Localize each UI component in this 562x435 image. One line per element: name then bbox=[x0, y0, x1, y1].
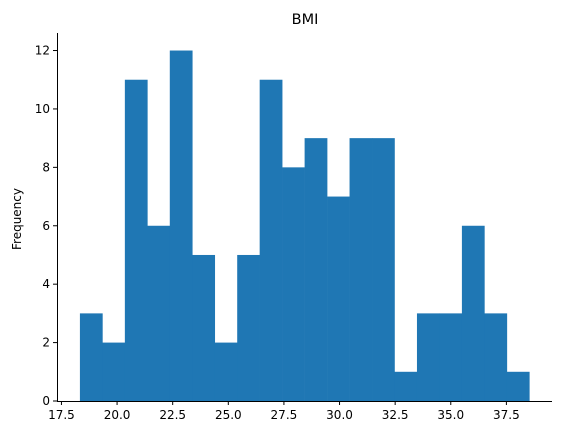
x-tick-label: 37.5 bbox=[493, 408, 520, 422]
histogram-bar bbox=[394, 371, 418, 401]
y-tick-label: 0 bbox=[42, 394, 50, 408]
histogram-bar bbox=[439, 313, 463, 401]
histogram-bar bbox=[192, 254, 216, 401]
histogram-bar bbox=[416, 313, 440, 401]
histogram-bar bbox=[282, 167, 305, 401]
histogram-bar bbox=[169, 50, 193, 402]
x-tick-label: 22.5 bbox=[159, 408, 186, 422]
histogram-bar bbox=[102, 342, 126, 401]
y-axis-label: Frequency bbox=[10, 188, 24, 250]
histogram-bar bbox=[372, 138, 395, 401]
y-tick-label: 2 bbox=[42, 336, 50, 350]
histogram-bar bbox=[327, 196, 350, 401]
x-tick-label: 30.0 bbox=[326, 408, 353, 422]
x-tick-label: 27.5 bbox=[271, 408, 298, 422]
histogram-bars bbox=[79, 50, 530, 402]
y-tick-label: 8 bbox=[42, 160, 50, 174]
histogram-bar bbox=[79, 313, 103, 401]
y-tick-label: 6 bbox=[42, 219, 50, 233]
histogram-bar bbox=[259, 79, 283, 401]
y-axis: 0 2 4 6 8 10 12 bbox=[35, 33, 58, 408]
histogram-bar bbox=[506, 371, 530, 401]
x-tick-label: 35.0 bbox=[437, 408, 464, 422]
y-tick-label: 10 bbox=[35, 102, 50, 116]
histogram-bar bbox=[349, 138, 373, 401]
y-tick-label: 4 bbox=[42, 277, 50, 291]
x-axis: 17.5 20.0 22.5 25.0 27.5 30.0 32.5 35.0 37.5 bbox=[48, 401, 552, 422]
histogram-bar bbox=[124, 79, 148, 401]
histogram-bar bbox=[237, 254, 260, 401]
histogram-bar bbox=[484, 313, 508, 401]
histogram-bar bbox=[461, 225, 485, 401]
x-tick-label: 20.0 bbox=[104, 408, 131, 422]
histogram-bar bbox=[304, 138, 328, 401]
histogram-bar bbox=[214, 342, 238, 401]
x-tick-label: 25.0 bbox=[215, 408, 242, 422]
x-tick-label: 17.5 bbox=[48, 408, 75, 422]
chart-title: BMI bbox=[292, 12, 319, 28]
x-tick-label: 32.5 bbox=[382, 408, 409, 422]
y-tick-label: 12 bbox=[35, 44, 50, 58]
histogram-bar bbox=[147, 225, 171, 401]
